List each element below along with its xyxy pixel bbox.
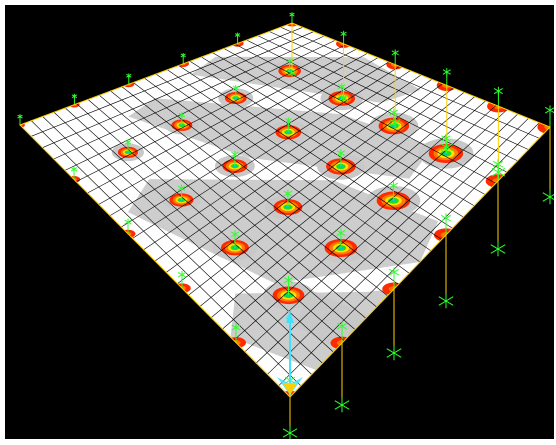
support-icon [71,93,78,99]
support-icon [231,151,239,158]
support-icon [17,114,23,119]
support-icon [389,117,401,128]
mesh-line [267,118,529,375]
z-axis-label: Z [285,309,292,322]
support-icon [440,141,453,154]
finite-element-mesh [20,23,550,397]
support-icon [126,73,132,79]
support-icon [493,86,503,96]
support-icon [234,32,241,38]
support-icon [284,117,292,124]
support-icon [336,228,346,238]
support-icon [177,270,187,279]
support-icon [336,149,345,157]
support-icon [440,213,452,223]
support-icon [340,30,347,37]
support-icon [388,181,399,190]
axis-triad-icon: Z [277,309,303,395]
support-icon [490,241,506,257]
support-icon [178,112,185,118]
support-icon [544,105,554,115]
support-icon [283,189,293,198]
slab-edge [19,22,551,398]
mesh-line [257,35,518,162]
support-icon [231,323,241,332]
support-icon [438,293,454,309]
support-icon [391,49,399,57]
z-axis-arrowhead [286,311,294,323]
slab-contour-view: Z [17,12,554,439]
support-icon [339,93,349,103]
support-icon [542,189,554,205]
support-icon [282,426,298,439]
support-icon [124,218,132,226]
support-icon [442,68,451,76]
stress-band-4 [190,56,421,103]
mesh-line [269,31,529,150]
column-hotspot-core [286,131,291,134]
support-icon [388,267,400,277]
support-icon [124,139,132,146]
support-icon [338,83,346,91]
support-icon [286,57,293,64]
mesh-line [278,122,540,386]
axis-origin-highlight [283,383,297,395]
support-icon [336,321,348,331]
stress-contours [20,23,550,397]
3d-model-canvas[interactable]: Z [5,5,554,439]
mesh-line [256,113,518,364]
support-icon [283,275,294,285]
support-icon [289,12,295,17]
support-icon [441,134,451,143]
support-icon [232,85,239,91]
support-icon [180,53,186,58]
support-icon [389,108,398,117]
stress-band-5 [296,288,368,349]
support-icon [491,165,506,179]
mesh-line [280,26,540,139]
support-icon [386,345,402,361]
mesh-line [244,109,508,352]
support-icon [334,397,350,413]
support-icon [288,69,296,77]
support-icon [177,184,186,192]
support-icon [230,230,240,239]
support-icon [70,166,78,173]
